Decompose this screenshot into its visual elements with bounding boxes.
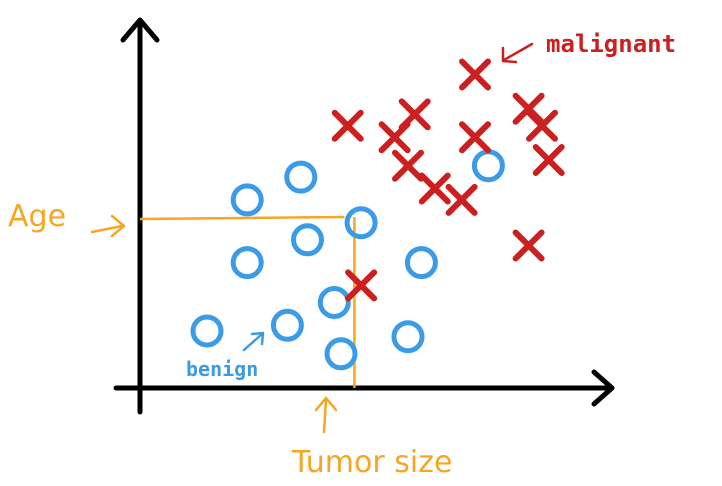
benign-point <box>404 246 438 280</box>
benign-point <box>230 183 264 217</box>
benign-point <box>471 149 505 183</box>
benign-point <box>317 286 351 319</box>
benign-point <box>190 314 224 348</box>
malignant-point <box>512 229 545 262</box>
benign-point <box>324 337 358 371</box>
malignant-point <box>392 149 424 182</box>
x-axis-arrowhead <box>591 369 615 407</box>
axes <box>113 17 615 415</box>
benign-point <box>270 308 304 342</box>
malignant-point <box>459 58 491 91</box>
benign-point <box>291 223 324 257</box>
malignant-point <box>418 172 451 205</box>
benign-point <box>284 160 318 194</box>
benign-point <box>344 206 378 240</box>
tumor-size-arrow-icon <box>314 396 338 434</box>
benign-point <box>391 320 425 354</box>
malignant-arrow-icon <box>501 42 534 64</box>
malignant-point <box>459 121 491 154</box>
malignant-point <box>398 98 431 131</box>
y-axis-label: Age <box>8 199 66 234</box>
malignant-label: malignant <box>546 30 676 58</box>
age-arrow-icon <box>90 214 126 238</box>
malignant-point <box>526 109 558 142</box>
malignant-point <box>445 183 478 216</box>
malignant-point <box>331 109 364 142</box>
malignant-point <box>532 144 565 176</box>
malignant-point <box>345 269 378 302</box>
benign-point <box>230 246 264 280</box>
x-axis-label: Tumor size <box>291 445 452 480</box>
y-axis-arrowhead <box>120 17 160 43</box>
data-points <box>190 58 565 371</box>
age-threshold-line <box>139 215 345 221</box>
benign-label: benign <box>186 357 258 381</box>
benign-arrow-icon <box>242 331 265 352</box>
